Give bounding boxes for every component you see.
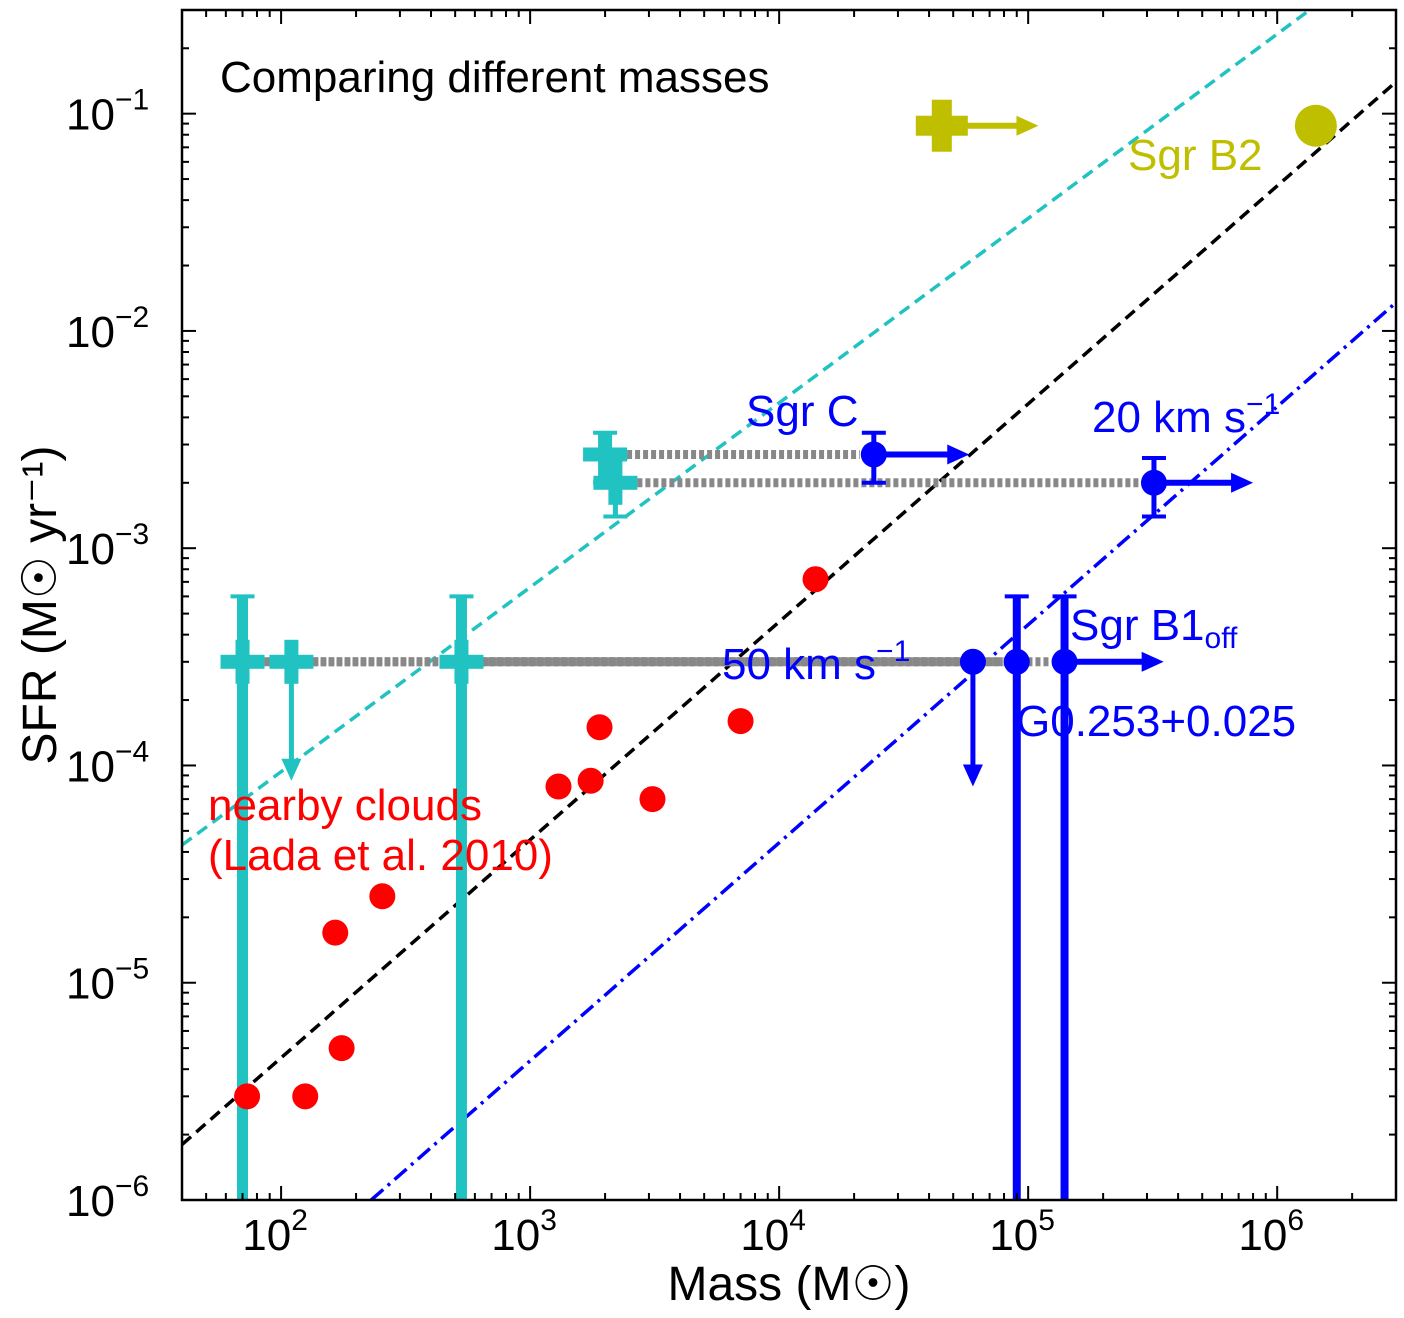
cmz-lower-limit-arrow-4-head [1141, 651, 1164, 672]
x-tick-exponent: 5 [1038, 1204, 1055, 1237]
x-tick-exponent: 6 [1287, 1204, 1304, 1237]
y-tick-label-4: 10−2 [66, 301, 149, 357]
cmz-point-0 [860, 441, 887, 468]
cyan-cross-1-v [608, 460, 623, 505]
nearby-cloud-point-9 [727, 708, 754, 735]
x-tick-label-4: 106 [1238, 1204, 1304, 1260]
kms50-label-main: 50 km s [722, 640, 876, 689]
sgr-c-label: Sgr C [746, 387, 858, 436]
y-axis-label-text: SFR (M☉ yr⁻¹) [14, 446, 67, 765]
cmz-point-1 [1140, 469, 1167, 496]
y-tick-mantissa: 10 [66, 308, 115, 357]
y-axis-label: SFR (M☉ yr⁻¹) [14, 446, 67, 765]
kms50-label-sup: −1 [876, 635, 910, 668]
x-tick-label-3: 105 [989, 1204, 1055, 1260]
sgr-b1-label-main: Sgr B1 [1070, 601, 1205, 650]
x-tick-mantissa: 10 [989, 1211, 1038, 1260]
y-tick-mantissa: 10 [66, 742, 115, 791]
y-tick-label-2: 10−4 [66, 735, 149, 791]
reference-line-dashed-0 [182, 10, 1311, 847]
sgr-b1-off-label: Sgr B1off [1070, 601, 1238, 655]
cmz-upper-limit-arrow-2-head [962, 764, 983, 787]
cyan-upper-limit-2-head [281, 758, 302, 781]
sgr-b2-arrow-head [1016, 115, 1039, 136]
chart-title: Comparing different masses [220, 53, 769, 102]
kms20-label-sup: −1 [1246, 388, 1280, 421]
y-tick-label-1: 10−5 [66, 953, 149, 1009]
cmz-lower-limit-arrow-0-head [947, 444, 970, 465]
sgr-b2-point [1294, 104, 1337, 147]
y-tick-exponent: −5 [115, 953, 149, 986]
nearby-cloud-point-0 [234, 1083, 261, 1110]
y-tick-mantissa: 10 [66, 525, 115, 574]
nearby-cloud-point-5 [545, 773, 572, 800]
sgr-b2-label: Sgr B2 [1128, 131, 1263, 180]
cmz-point-3 [1003, 648, 1030, 675]
x-tick-label-2: 104 [740, 1204, 806, 1260]
x-tick-mantissa: 10 [740, 1211, 789, 1260]
y-tick-mantissa: 10 [66, 1177, 115, 1226]
reference-line-dashed-1 [182, 80, 1396, 1146]
sgr-b2-cross-v [931, 99, 952, 152]
nearby-cloud-point-10 [802, 566, 829, 593]
plot-area [182, 10, 1396, 1200]
y-tick-label-5: 10−1 [66, 84, 149, 140]
y-tick-label-3: 10−3 [66, 518, 149, 574]
reference-line-dashdot-2 [370, 301, 1396, 1200]
y-tick-exponent: −4 [115, 735, 149, 768]
nearby-cloud-point-4 [369, 883, 396, 910]
y-tick-exponent: −2 [115, 301, 149, 334]
y-tick-label-0: 10−6 [66, 1170, 149, 1226]
y-tick-exponent: −1 [115, 84, 149, 117]
nearby-cloud-point-2 [328, 1035, 355, 1062]
nearby-cloud-point-3 [322, 919, 349, 946]
plot-frame [180, 8, 1398, 1202]
cyan-cross-2-v [284, 639, 299, 684]
kms20-label-main: 20 km s [1092, 393, 1246, 442]
g0253-label: G0.253+0.025 [1016, 697, 1296, 746]
y-tick-mantissa: 10 [66, 91, 115, 140]
x-tick-label-1: 103 [491, 1204, 557, 1260]
cmz-lower-limit-arrow-1-head [1231, 472, 1254, 493]
x-tick-mantissa: 10 [491, 1211, 540, 1260]
kms50-label: 50 km s−1 [722, 635, 910, 689]
y-tick-exponent: −6 [115, 1170, 149, 1203]
cyan-cross-4-v [454, 639, 469, 684]
x-tick-exponent: 2 [291, 1204, 308, 1237]
nearby-clouds-label-line1: nearby clouds [208, 781, 482, 830]
cmz-point-4 [1051, 648, 1078, 675]
x-tick-mantissa: 10 [242, 1211, 291, 1260]
nearby-cloud-point-7 [639, 786, 666, 813]
y-tick-mantissa: 10 [66, 960, 115, 1009]
sgr-b1-label-sub: off [1205, 622, 1238, 655]
x-tick-mantissa: 10 [1238, 1211, 1287, 1260]
cmz-point-2 [959, 648, 986, 675]
x-tick-exponent: 4 [789, 1204, 806, 1237]
x-axis-label: Mass (M☉) [668, 1258, 911, 1311]
cyan-cross-3-v [235, 639, 250, 684]
kms20-label: 20 km s−1 [1092, 388, 1280, 442]
x-axis-label-text: Mass (M☉) [668, 1258, 911, 1311]
annotations: nearby clouds (Lada et al. 2010) Sgr B2 … [208, 131, 1296, 880]
nearby-cloud-point-6 [577, 767, 604, 794]
x-tick-exponent: 3 [540, 1204, 557, 1237]
nearby-cloud-point-8 [586, 714, 613, 741]
nearby-cloud-point-1 [292, 1083, 319, 1110]
nearby-clouds-label-line2: (Lada et al. 2010) [208, 831, 553, 880]
y-tick-exponent: −3 [115, 518, 149, 551]
x-tick-label-0: 102 [242, 1204, 308, 1260]
